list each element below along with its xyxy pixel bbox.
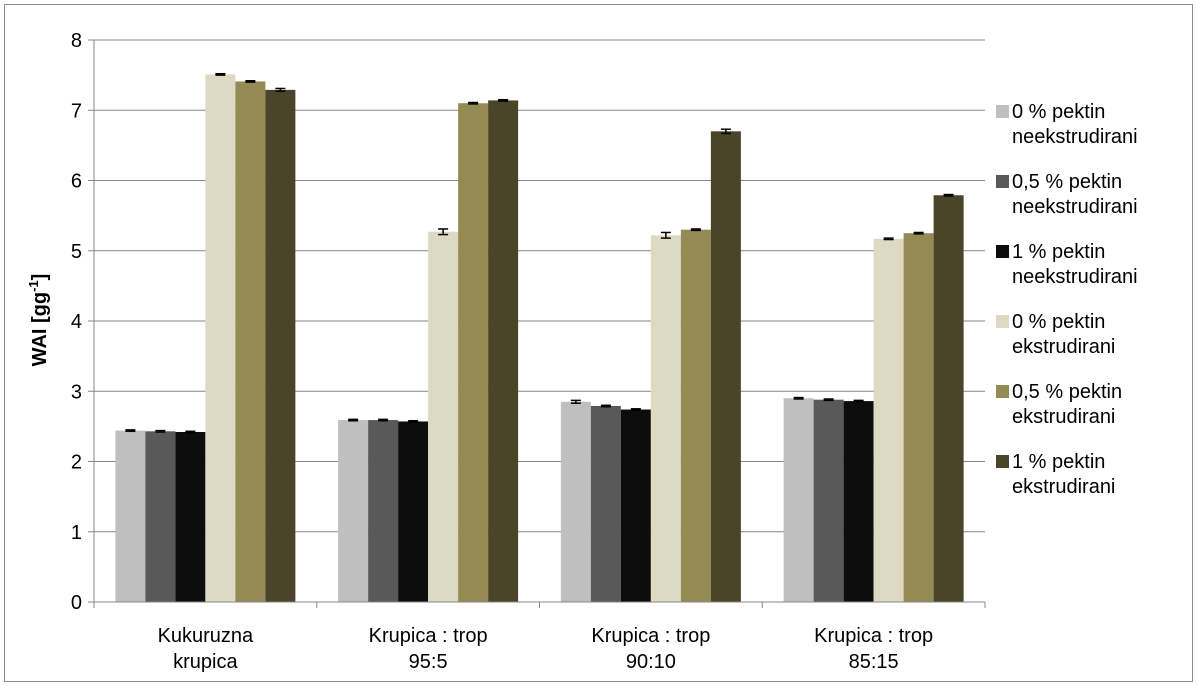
bar xyxy=(590,406,621,602)
bar xyxy=(368,420,399,602)
x-category-label: 90:10 xyxy=(626,651,676,673)
legend-label: neekstrudirani xyxy=(1012,266,1138,288)
y-tick-label: 2 xyxy=(71,452,82,474)
legend: 0 % pektin neekstrudirani 0,5 % pektin neek… xyxy=(996,101,1138,498)
error-bars xyxy=(125,72,954,434)
bar xyxy=(620,409,651,602)
legend-swatch xyxy=(996,385,1009,398)
x-category-label: 85:15 xyxy=(849,651,899,673)
legend-swatch xyxy=(996,175,1009,188)
bar xyxy=(175,431,206,602)
y-tick-labels: 0 1 2 3 4 5 6 7 8 xyxy=(71,30,82,614)
x-category-label: 95:5 xyxy=(409,651,448,673)
bar xyxy=(903,233,934,602)
legend-label: 0,5 % pektin xyxy=(1012,381,1122,403)
y-axis-label: WAI [gg-1] xyxy=(26,274,51,367)
bars xyxy=(115,74,964,603)
legend-label: ekstrudirani xyxy=(1012,476,1115,498)
bar xyxy=(933,195,964,602)
bar xyxy=(488,100,519,602)
x-category-labels: Kukuruzna krupica Krupica : trop 95:5 Krupic… xyxy=(158,625,934,673)
y-tick-label: 8 xyxy=(71,30,82,52)
bar xyxy=(398,421,429,602)
bar xyxy=(115,430,146,602)
bar xyxy=(783,398,814,602)
y-tick-label: 6 xyxy=(71,171,82,193)
bar xyxy=(265,89,296,602)
y-tick-label: 4 xyxy=(71,311,82,333)
axes xyxy=(88,39,986,608)
bar xyxy=(205,74,236,603)
legend-label: ekstrudirani xyxy=(1012,336,1115,358)
legend-label: 0 % pektin xyxy=(1012,101,1105,123)
bar xyxy=(843,401,874,602)
bar xyxy=(235,81,266,602)
y-tick-label: 3 xyxy=(71,381,82,403)
x-category-label: krupica xyxy=(173,651,238,673)
bar xyxy=(145,431,176,602)
bar xyxy=(560,401,591,602)
legend-swatch xyxy=(996,105,1009,118)
legend-label: 1 % pektin xyxy=(1012,451,1105,473)
x-category-label: Krupica : trop xyxy=(591,625,710,647)
bar xyxy=(650,235,681,603)
bar xyxy=(428,231,459,602)
y-tick-label: 5 xyxy=(71,241,82,263)
legend-label: 0 % pektin xyxy=(1012,311,1105,333)
legend-swatch xyxy=(996,455,1009,468)
x-category-label: Krupica : trop xyxy=(814,625,933,647)
bar xyxy=(873,238,904,602)
bar xyxy=(458,103,489,602)
y-tick-label: 0 xyxy=(71,592,82,614)
y-tick-label: 7 xyxy=(71,100,82,122)
legend-label: ekstrudirani xyxy=(1012,406,1115,428)
legend-label: neekstrudirani xyxy=(1012,126,1138,148)
legend-label: neekstrudirani xyxy=(1012,196,1138,218)
bar xyxy=(680,229,711,603)
legend-label: 1 % pektin xyxy=(1012,241,1105,263)
x-category-label: Krupica : trop xyxy=(369,625,488,647)
legend-label: 0,5 % pektin xyxy=(1012,171,1122,193)
bar xyxy=(813,399,844,602)
legend-swatch xyxy=(996,315,1009,328)
x-category-label: Kukuruzna xyxy=(158,625,254,647)
y-tick-label: 1 xyxy=(71,522,82,544)
bar xyxy=(338,420,369,602)
legend-swatch xyxy=(996,245,1009,258)
bar xyxy=(710,131,741,602)
